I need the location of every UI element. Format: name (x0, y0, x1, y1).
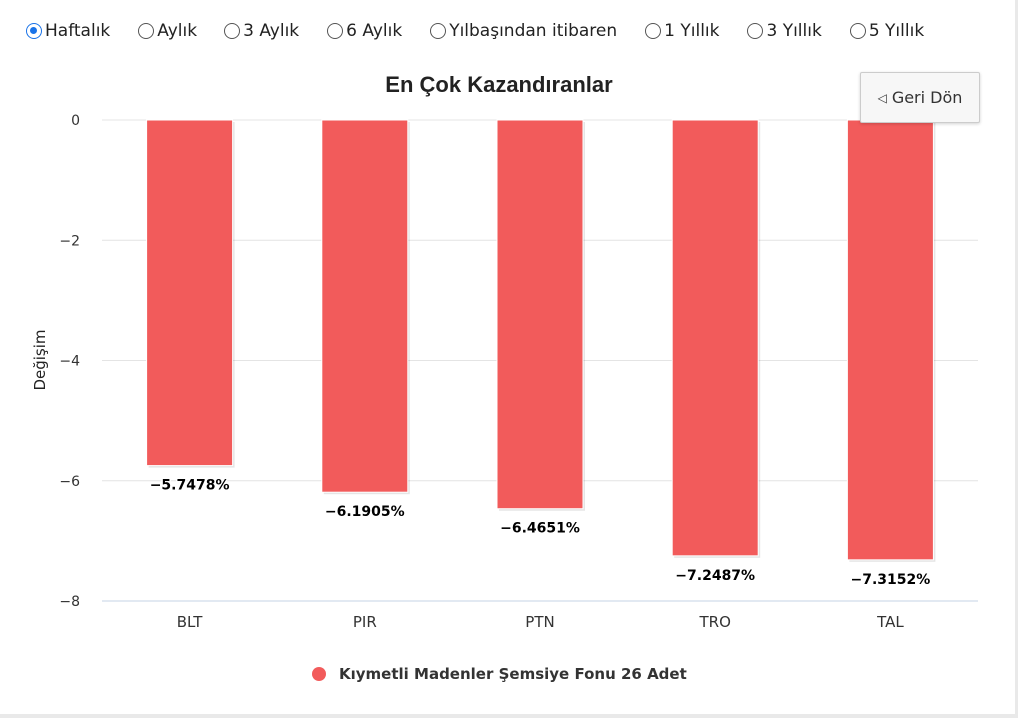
radio-button[interactable] (138, 23, 155, 39)
period-option-label: 5 Yıllık (868, 21, 925, 41)
chart-title: En Çok Kazandıranlar (385, 72, 613, 97)
period-option-label: Yılbaşından itibaren (449, 21, 618, 41)
y-tick-label: 0 (71, 113, 80, 129)
radio-button[interactable] (849, 23, 866, 39)
period-option[interactable]: Aylık (138, 21, 197, 41)
data-label: −7.3152% (851, 572, 931, 588)
x-tick-label: TRO (698, 613, 730, 631)
period-option-label: Haftalık (45, 21, 111, 41)
radio-button[interactable] (430, 23, 447, 39)
bar (146, 119, 234, 467)
period-option-label: 1 Yıllık (664, 21, 720, 41)
x-tick-label: BLT (177, 613, 204, 631)
radio-button[interactable] (747, 23, 764, 39)
period-selector: Haftalık Aylık 3 Aylık 6 Aylık Yılbaşından i… (26, 18, 924, 44)
data-label: −6.1905% (325, 504, 405, 520)
bar (671, 119, 759, 557)
data-label: −5.7478% (150, 478, 230, 494)
radio-button[interactable] (645, 23, 662, 39)
period-option[interactable]: 3 Aylık (224, 21, 299, 41)
period-option-label: 3 Yıllık (766, 21, 822, 41)
bar (846, 119, 934, 561)
radio-button[interactable] (224, 23, 241, 39)
legend[interactable]: Kıymetli Madenler Şemsiye Fonu 26 Adet (312, 662, 687, 686)
period-option-label: 3 Aylık (243, 21, 300, 41)
y-tick-label: −2 (59, 233, 80, 249)
period-option[interactable]: 6 Aylık (327, 21, 402, 41)
data-label: −7.2487% (675, 568, 755, 584)
radio-button[interactable] (26, 23, 42, 39)
period-option-label: 6 Aylık (346, 21, 403, 41)
back-button[interactable]: ◁ Geri Dön (860, 72, 980, 123)
data-label: −6.4651% (500, 521, 580, 537)
back-triangle-icon: ◁ (877, 90, 887, 105)
x-tick-label: PIR (353, 613, 377, 631)
legend-marker-icon (312, 667, 326, 681)
y-tick-label: −8 (59, 594, 80, 610)
bar (496, 119, 584, 510)
period-option[interactable]: Haftalık (26, 21, 110, 41)
legend-item-label: Kıymetli Madenler Şemsiye Fonu 26 Adet (339, 665, 687, 683)
period-option[interactable]: 5 Yıllık (849, 21, 925, 41)
period-option[interactable]: 3 Yıllık (747, 21, 822, 41)
y-tick-label: −4 (59, 354, 80, 370)
x-tick-label: PTN (525, 613, 554, 631)
back-button-label: Geri Dön (891, 88, 963, 107)
bar (321, 119, 409, 493)
y-tick-label: −6 (59, 474, 80, 490)
period-option[interactable]: 1 Yıllık (645, 21, 719, 41)
period-option-label: Aylık (157, 21, 198, 41)
x-tick-label: TAL (876, 613, 904, 631)
period-option[interactable]: Yılbaşından itibaren (430, 21, 617, 41)
y-axis-label: Değişim (31, 329, 49, 390)
radio-button[interactable] (327, 23, 344, 39)
